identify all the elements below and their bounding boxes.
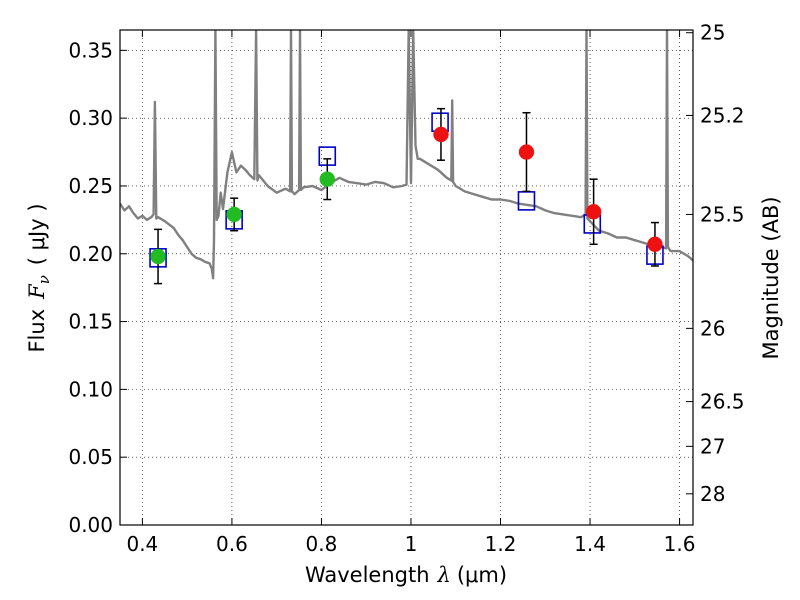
observed-flux-point: [647, 236, 663, 253]
observed-flux-point: [150, 248, 166, 265]
y2-tick-label: 28: [700, 482, 725, 506]
x-tick-label: 1.2: [485, 532, 517, 556]
y2-tick-label: 25.2: [700, 103, 745, 127]
y2-tick-label: 26.5: [700, 390, 745, 414]
observed-flux-point: [518, 144, 535, 160]
observed-flux-point: [319, 171, 336, 187]
y-tick-label: 0.30: [68, 106, 113, 130]
y2-tick-label: 25: [700, 21, 725, 45]
x-tick-label: 0.8: [306, 532, 338, 556]
x-tick-label: 0.4: [126, 532, 158, 556]
x-tick-label: 1.6: [664, 532, 696, 556]
plot-frame: [119, 29, 694, 526]
errorbars: [150, 107, 663, 285]
x-axis-label: Wavelength λ (μm): [305, 563, 507, 587]
observed-flux-point: [226, 206, 242, 223]
y2-tick-label: 26: [700, 316, 725, 340]
y-tick-label: 0.35: [68, 38, 113, 62]
y-tick-label: 0.05: [68, 445, 113, 469]
y2-axis-label: Magnitude (AB): [759, 196, 783, 359]
y-tick-label: 0.25: [68, 174, 113, 198]
x-tick-label: 1: [405, 532, 418, 556]
y2-tick-label: 25.5: [700, 202, 745, 226]
y-tick-label: 0.10: [68, 377, 113, 401]
y-tick-label: 0.15: [68, 310, 113, 334]
y-tick-label: 0.00: [68, 513, 113, 537]
observed-flux-point: [585, 203, 602, 220]
y2-tick-label: 27: [700, 434, 725, 458]
y-axis-label: FluxFν( μJy ): [25, 203, 53, 352]
axis-ticks: 0.4 0.6 0.8 1 1.2 1.4 1.6 0.00 0.05 0.10 0.15 0.20 0…: [68, 21, 744, 556]
x-tick-label: 1.4: [574, 532, 606, 556]
observed-flux-point: [433, 126, 449, 143]
gridlines: [120, 30, 693, 526]
y-tick-label: 0.20: [68, 242, 113, 266]
x-tick-label: 0.6: [216, 532, 248, 556]
